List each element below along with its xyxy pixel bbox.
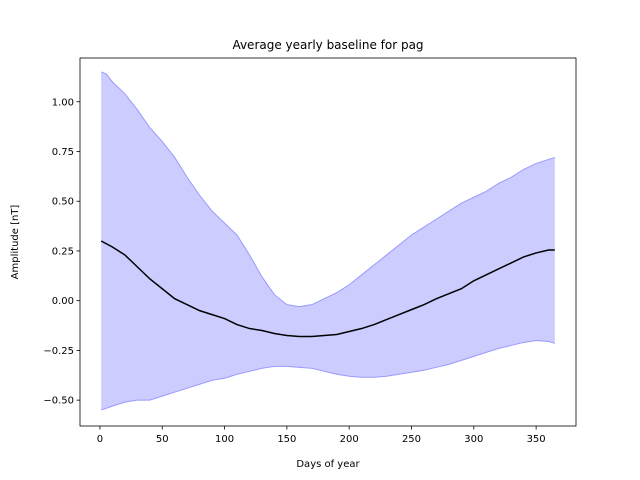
y-tick-label: 0.50 <box>52 197 74 208</box>
x-tick-label: 300 <box>464 434 483 445</box>
y-tick-label: −0.50 <box>43 396 74 407</box>
y-tick-label: 0.00 <box>52 296 74 307</box>
x-tick-label: 200 <box>340 434 359 445</box>
y-tick-label: 0.75 <box>52 147 74 158</box>
y-tick-label: 1.00 <box>52 97 74 108</box>
x-axis: 0 50 100 150 200 250 300 350 <box>97 426 546 445</box>
y-tick-label: −0.25 <box>43 346 74 357</box>
y-axis: −0.50 −0.25 0.00 0.25 0.50 0.75 1.00 <box>43 97 80 407</box>
plot-frame <box>79 57 577 427</box>
x-tick-label: 150 <box>277 434 296 445</box>
baseline-line <box>100 240 555 338</box>
x-tick-label: 350 <box>527 434 546 445</box>
band-lower-edge <box>101 339 555 411</box>
chart-title: Average yearly baseline for pag <box>232 38 423 52</box>
baseline-series <box>100 240 555 338</box>
x-tick-label: 100 <box>215 434 234 445</box>
band-area <box>101 71 555 411</box>
x-axis-label: Days of year <box>296 459 360 470</box>
x-tick-label: 50 <box>156 434 169 445</box>
band-upper-edge <box>101 71 555 308</box>
confidence-band <box>101 71 555 411</box>
y-tick-label: 0.25 <box>52 246 74 257</box>
x-tick-label: 250 <box>402 434 421 445</box>
x-tick-label: 0 <box>97 434 103 445</box>
y-axis-label: Amplitude [nT] <box>10 205 21 280</box>
